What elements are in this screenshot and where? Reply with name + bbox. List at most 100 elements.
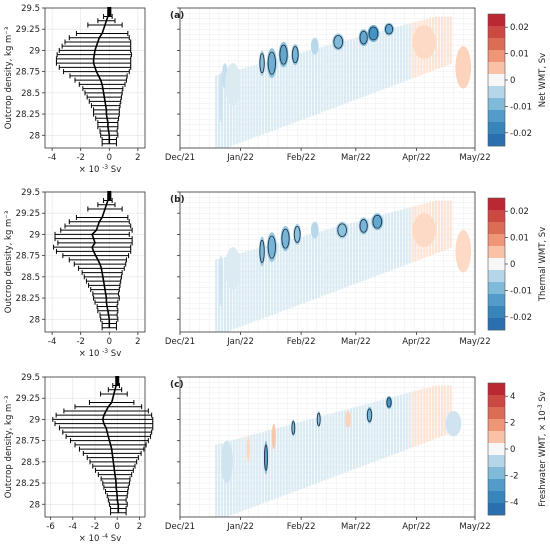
axes-frame — [179, 191, 476, 333]
heatmap-cell — [279, 427, 282, 497]
contour-line — [359, 30, 368, 45]
heatmap-core — [317, 413, 320, 425]
y-tick-label: 29.25 — [16, 209, 40, 219]
x-tick-label: May/22 — [459, 522, 490, 532]
heatmap-cell — [420, 389, 423, 445]
heatmap-cell — [446, 385, 449, 435]
heatmap-cell — [396, 395, 400, 453]
heatmap-cell — [247, 66, 250, 140]
colorbar-label: Thermal WMT, Sv — [538, 227, 548, 302]
x-tick-label: Feb/22 — [287, 337, 316, 347]
top-marker — [115, 376, 120, 385]
profile-panel-1: -4 -2 0 2 28 28.25 28.5 28.75 29 29.25 29.5 — [16, 4, 146, 163]
colorbar-segment — [488, 74, 505, 87]
heatmap-cell — [434, 385, 438, 439]
heatmap-cell — [259, 63, 262, 136]
heatmap-cell — [332, 227, 335, 292]
heatmap-cell — [355, 221, 358, 284]
heatmap-cell — [332, 412, 335, 477]
y-tick-label: 28.75 — [16, 252, 40, 262]
y-tick-label: 28.75 — [16, 68, 40, 78]
heatmap-feature — [455, 230, 472, 273]
heatmap-cell — [238, 438, 241, 513]
heatmap-cell — [314, 232, 317, 299]
heatmap-cell — [411, 391, 414, 448]
heatmap-cell — [232, 254, 235, 330]
contour-line — [259, 239, 265, 263]
heatmap-cell — [276, 427, 279, 498]
heatmap-cell — [402, 208, 405, 266]
x-tick-label: -4 — [69, 522, 77, 532]
heatmap-cell — [285, 240, 288, 310]
heatmap-cell — [426, 387, 429, 442]
y-tick-label: 28 — [29, 131, 40, 141]
panel-label: (c) — [170, 380, 184, 390]
colorbar-tick-label: 0 — [510, 445, 515, 455]
colorbar-segment — [488, 246, 505, 259]
colorbar-tick-label: 0.02 — [510, 23, 529, 33]
heatmap-cell — [411, 22, 414, 79]
heatmap-cell — [352, 407, 356, 470]
x-tick-label: 0 — [107, 337, 112, 347]
heatmap-cell — [373, 216, 376, 277]
heatmap-cell — [449, 385, 452, 434]
heatmap-cell — [338, 411, 341, 475]
heatmap-cell — [326, 229, 329, 295]
x-tick-label: Dec/21 — [165, 153, 195, 163]
heatmap-feature — [221, 440, 233, 484]
heatmap-cell — [388, 397, 391, 457]
heatmap-cell — [320, 231, 323, 297]
heatmap-cell — [370, 33, 373, 94]
heatmap-cell — [402, 393, 405, 451]
heatmap-cell — [279, 58, 282, 128]
heatmap-cell — [294, 54, 297, 123]
heatmap-cell — [244, 251, 247, 325]
heatmap-feature — [271, 423, 276, 450]
x-tick-label: Jan/22 — [226, 337, 254, 347]
colorbar-segment — [488, 62, 505, 75]
heatmap-cell — [323, 46, 326, 112]
colorbar-tick-label: -4 — [510, 498, 518, 508]
colorbar-tick-label: 0 — [510, 260, 515, 270]
heatmap-cell — [291, 54, 294, 124]
heatmap-field — [215, 385, 462, 517]
axes-frame — [179, 7, 476, 149]
heatmap-cell — [294, 238, 297, 307]
y-tick-label: 29.5 — [21, 373, 40, 383]
heatmap-cell — [226, 256, 230, 332]
y-tick-label: 28.5 — [21, 89, 40, 99]
heatmap-cell — [308, 234, 312, 301]
heatmap-cell — [347, 223, 350, 287]
heatmap-core — [292, 47, 298, 62]
x-tick-label: Apr/22 — [402, 337, 430, 347]
heatmap-cell — [226, 72, 230, 148]
y-tick-label: 28.25 — [16, 110, 40, 120]
heatmap-cell — [370, 217, 373, 278]
heatmap-cell — [306, 51, 309, 118]
x-tick-label: May/22 — [459, 153, 490, 163]
heatmap-cell — [244, 436, 247, 510]
heatmap-cell — [273, 428, 276, 499]
heatmap-cell — [294, 423, 297, 492]
heatmap-cell — [373, 401, 376, 462]
colorbar-segment — [488, 14, 505, 27]
heatmap-cell — [288, 55, 291, 125]
heatmap-cell — [396, 210, 400, 268]
heatmap-cell — [361, 405, 364, 467]
heatmap-feature — [445, 410, 462, 437]
heatmap-cell — [282, 426, 285, 496]
heatmap-core — [387, 398, 391, 407]
heatmap-cell — [311, 49, 315, 116]
heatmap-cell — [238, 253, 241, 328]
x-tick-label: 0 — [107, 153, 112, 163]
colorbar-tick-label: 0.01 — [510, 50, 529, 60]
heatmap-panel-1: Dec/21 Jan/22 Feb/22 Mar/22 Apr/22 May/22 (a) 0… — [165, 7, 548, 163]
panel-label: (b) — [170, 195, 185, 205]
colorbar-tick-label: 0.02 — [510, 207, 529, 217]
heatmap-cell — [443, 200, 446, 251]
colorbar-segment — [488, 282, 505, 295]
heatmap-cell — [341, 225, 344, 289]
heatmap-cell — [259, 247, 262, 320]
heatmap-cell — [399, 394, 402, 452]
colorbar-segment — [488, 258, 505, 271]
